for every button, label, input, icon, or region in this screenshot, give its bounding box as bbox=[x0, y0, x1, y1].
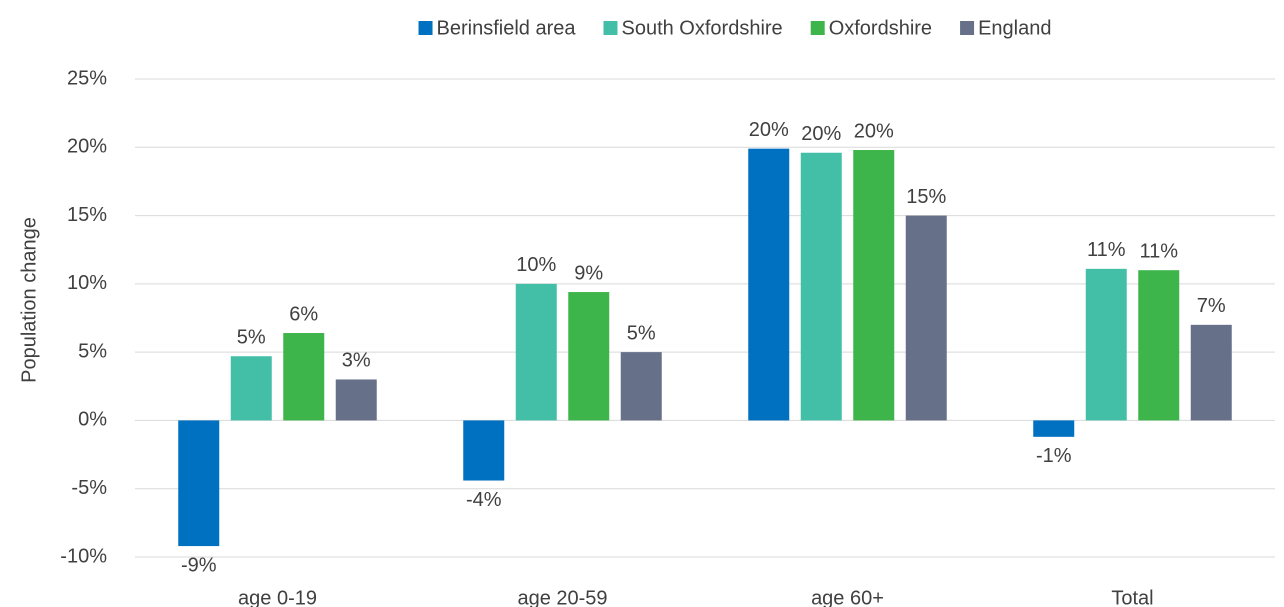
bar bbox=[1190, 324, 1232, 421]
x-tick-label: age 60+ bbox=[811, 587, 884, 607]
y-tick-label: 20% bbox=[67, 136, 107, 158]
bar bbox=[283, 333, 325, 421]
bar bbox=[568, 292, 610, 421]
data-label: 11% bbox=[1087, 239, 1126, 261]
bar bbox=[1138, 270, 1180, 421]
bar bbox=[1033, 420, 1075, 437]
data-label: 6% bbox=[289, 303, 318, 325]
data-label: 5% bbox=[237, 327, 266, 349]
bar bbox=[748, 148, 790, 421]
data-label: 3% bbox=[342, 350, 371, 372]
data-label: 11% bbox=[1139, 240, 1178, 262]
x-tick-label: Total bbox=[1111, 587, 1153, 607]
legend-label: South Oxfordshire bbox=[621, 17, 782, 39]
data-label: 15% bbox=[906, 186, 946, 208]
bar bbox=[905, 215, 947, 421]
data-label: 9% bbox=[574, 262, 603, 284]
x-tick-label: age 20-59 bbox=[517, 587, 607, 607]
legend-label: England bbox=[978, 17, 1051, 39]
bar bbox=[620, 352, 662, 421]
data-label: 10% bbox=[516, 254, 556, 276]
legend-label: Oxfordshire bbox=[829, 17, 932, 39]
data-label: -9% bbox=[181, 554, 217, 576]
y-tick-label: 0% bbox=[78, 409, 107, 431]
y-tick-label: 15% bbox=[67, 204, 107, 226]
bar bbox=[853, 150, 895, 421]
bar bbox=[800, 152, 842, 421]
bar bbox=[1085, 268, 1127, 421]
y-tick-label: -10% bbox=[60, 545, 107, 567]
y-tick-label: 10% bbox=[67, 272, 107, 294]
y-tick-label: -5% bbox=[71, 477, 107, 499]
data-label: 20% bbox=[749, 119, 789, 141]
data-label: 20% bbox=[801, 123, 841, 145]
bar bbox=[515, 283, 557, 421]
x-tick-label: age 0-19 bbox=[238, 587, 317, 607]
y-axis-label: Population change bbox=[18, 217, 40, 383]
legend-swatch bbox=[603, 21, 618, 35]
data-label: 7% bbox=[1197, 295, 1226, 317]
bar bbox=[335, 379, 377, 421]
y-tick-label: 5% bbox=[78, 340, 107, 362]
bar bbox=[178, 420, 220, 547]
legend-swatch bbox=[418, 21, 433, 35]
data-label: 20% bbox=[854, 120, 894, 142]
bar bbox=[230, 356, 272, 421]
y-tick-label: 25% bbox=[67, 67, 107, 89]
legend-label: Berinsfield area bbox=[437, 17, 577, 39]
legend-swatch bbox=[960, 21, 975, 35]
bar bbox=[463, 420, 505, 481]
data-label: 5% bbox=[627, 322, 656, 344]
data-label: -4% bbox=[466, 489, 502, 511]
legend-swatch bbox=[810, 21, 825, 35]
data-label: -1% bbox=[1036, 445, 1072, 467]
